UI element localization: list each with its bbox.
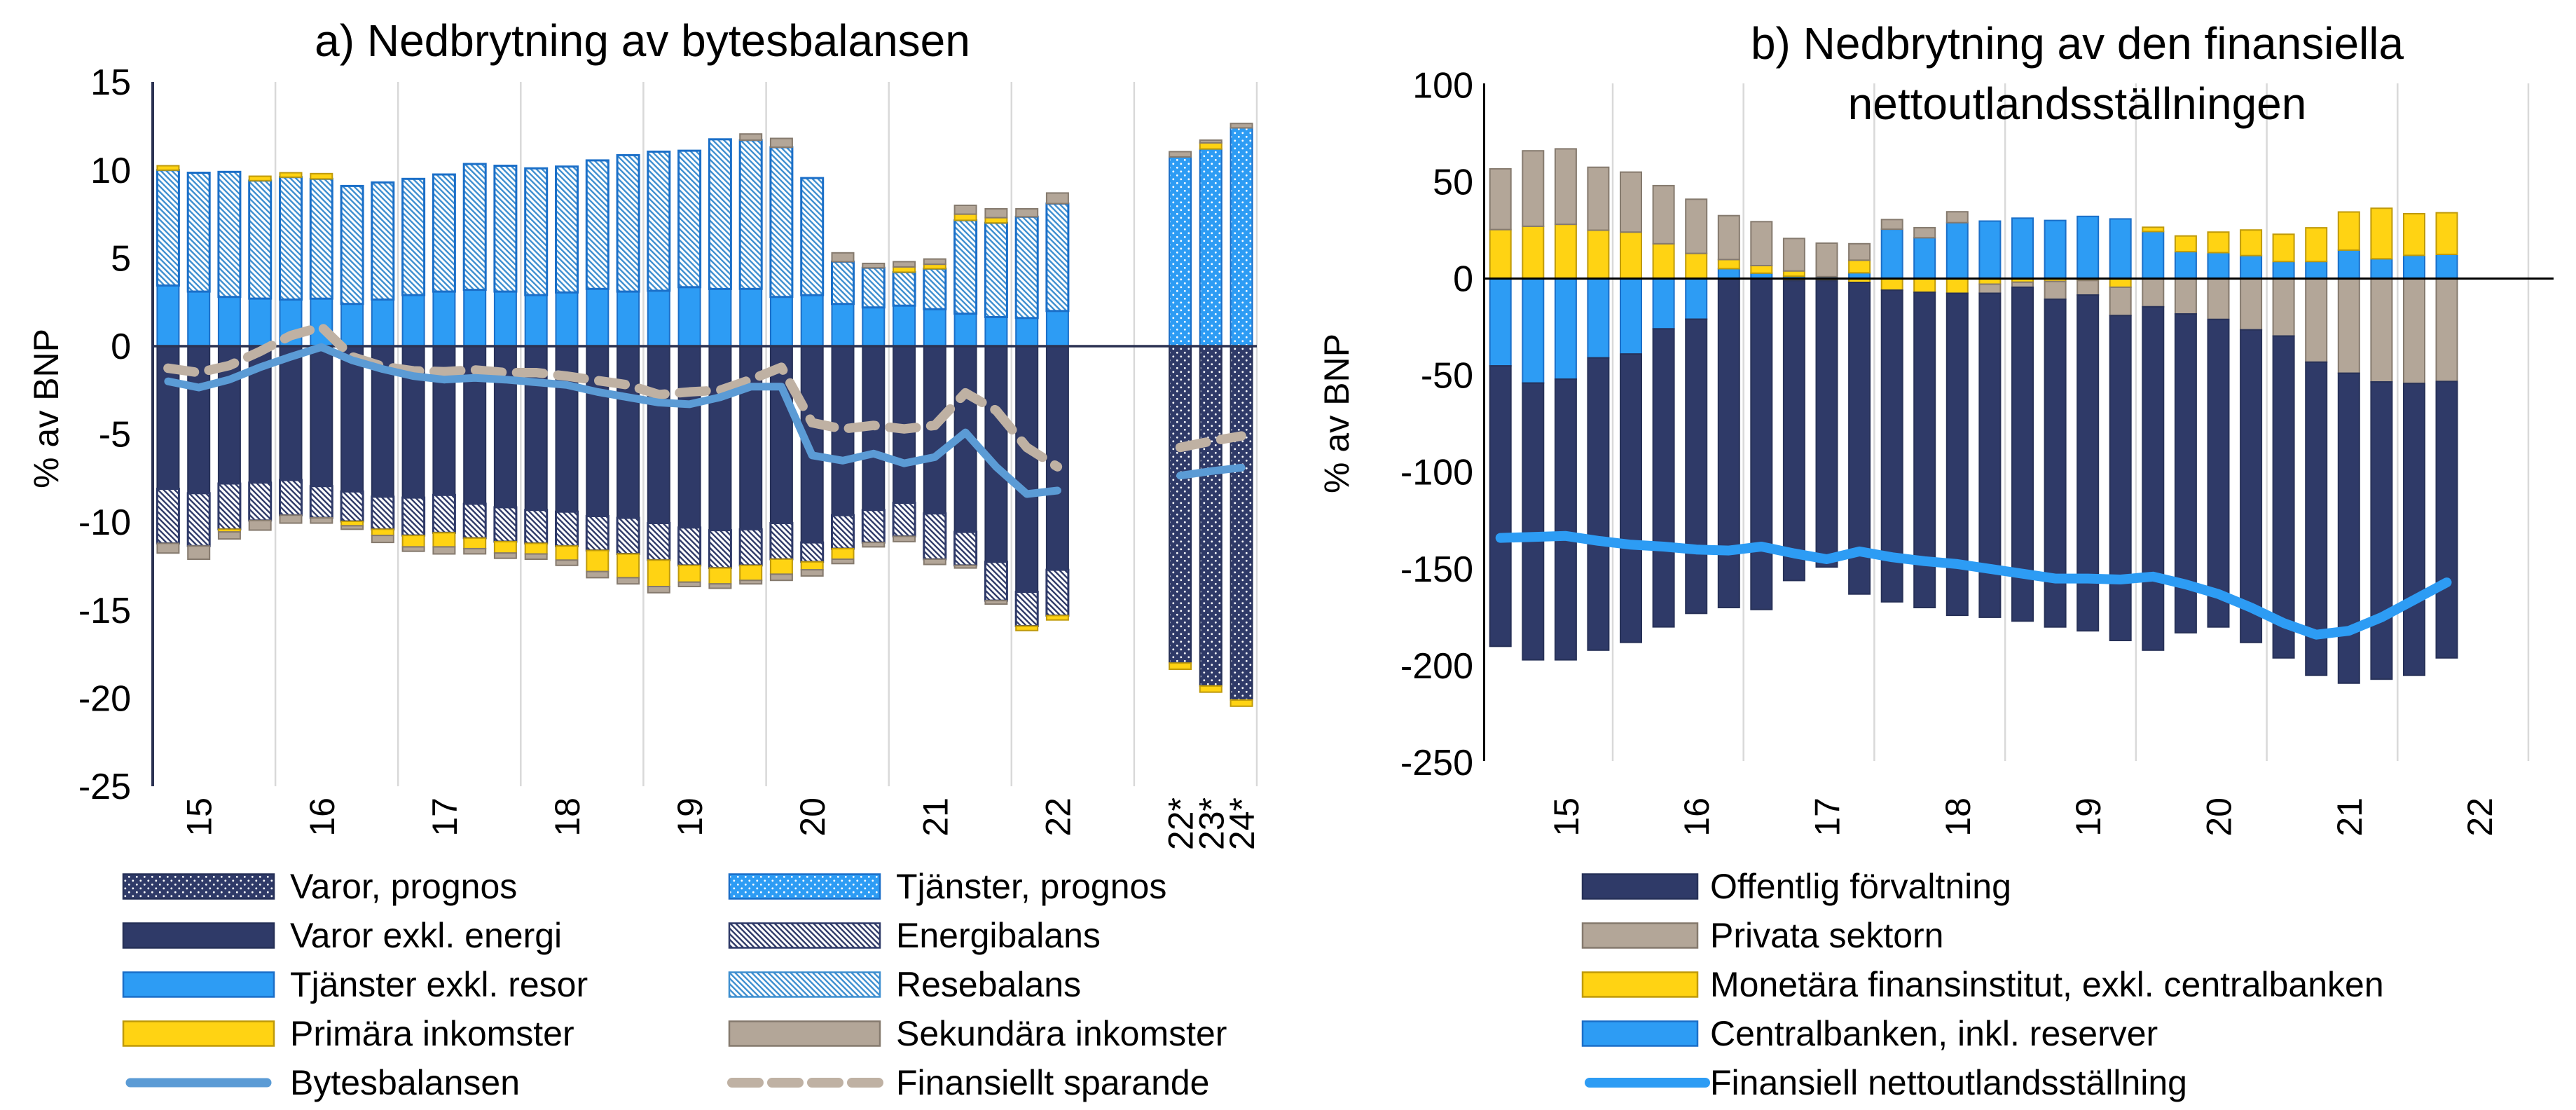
svg-text:Monetära finansinstitut, exkl.: Monetära finansinstitut, exkl. centralba… bbox=[1710, 965, 2384, 1004]
svg-text:21: 21 bbox=[2330, 797, 2369, 837]
svg-text:-250: -250 bbox=[1400, 743, 1473, 783]
svg-text:17: 17 bbox=[425, 797, 464, 837]
svg-text:24*: 24* bbox=[1222, 797, 1262, 850]
svg-text:Varor, prognos: Varor, prognos bbox=[290, 867, 517, 906]
svg-text:22: 22 bbox=[1038, 797, 1077, 837]
svg-text:Centralbanken, inkl. reserver: Centralbanken, inkl. reserver bbox=[1710, 1014, 2158, 1053]
svg-text:0: 0 bbox=[111, 327, 131, 367]
svg-text:nettoutlandsställningen: nettoutlandsställningen bbox=[1848, 78, 2307, 129]
svg-text:Offentlig förvaltning: Offentlig förvaltning bbox=[1710, 867, 2011, 906]
svg-text:18: 18 bbox=[548, 797, 587, 837]
svg-text:10: 10 bbox=[90, 151, 131, 191]
svg-text:-200: -200 bbox=[1400, 646, 1473, 687]
svg-text:Finansiell nettoutlandsställni: Finansiell nettoutlandsställning bbox=[1710, 1063, 2187, 1102]
svg-text:-20: -20 bbox=[78, 679, 131, 720]
svg-text:Primära inkomster: Primära inkomster bbox=[290, 1014, 574, 1053]
svg-text:Bytesbalansen: Bytesbalansen bbox=[290, 1063, 520, 1102]
svg-text:b) Nedbrytning av den finansie: b) Nedbrytning av den finansiella bbox=[1751, 18, 2404, 69]
svg-text:Tjänster, prognos: Tjänster, prognos bbox=[896, 867, 1166, 906]
svg-text:5: 5 bbox=[111, 238, 131, 279]
svg-text:15: 15 bbox=[1547, 797, 1586, 837]
svg-text:-10: -10 bbox=[78, 502, 131, 543]
svg-text:20: 20 bbox=[2200, 797, 2239, 837]
svg-text:Privata sektorn: Privata sektorn bbox=[1710, 916, 1943, 955]
svg-text:Finansiellt sparande: Finansiellt sparande bbox=[896, 1063, 1210, 1102]
svg-text:22*: 22* bbox=[1162, 797, 1201, 850]
svg-text:17: 17 bbox=[1808, 797, 1847, 837]
svg-text:20: 20 bbox=[793, 797, 832, 837]
svg-text:100: 100 bbox=[1412, 65, 1473, 106]
svg-text:-50: -50 bbox=[1421, 356, 1473, 397]
svg-text:-25: -25 bbox=[78, 767, 131, 807]
svg-text:Tjänster exkl. resor: Tjänster exkl. resor bbox=[290, 965, 588, 1004]
svg-text:-150: -150 bbox=[1400, 549, 1473, 590]
svg-text:23*: 23* bbox=[1192, 797, 1231, 850]
svg-text:0: 0 bbox=[1453, 259, 1473, 300]
svg-text:a) Nedbrytning av bytesbalanse: a) Nedbrytning av bytesbalansen bbox=[315, 15, 970, 66]
svg-text:15: 15 bbox=[90, 62, 131, 103]
svg-text:Resebalans: Resebalans bbox=[896, 965, 1081, 1004]
svg-text:% av BNP: % av BNP bbox=[27, 329, 66, 488]
svg-text:-100: -100 bbox=[1400, 453, 1473, 493]
svg-text:18: 18 bbox=[1938, 797, 1978, 837]
svg-text:% av BNP: % av BNP bbox=[1317, 334, 1356, 493]
svg-text:50: 50 bbox=[1433, 162, 1473, 203]
svg-text:19: 19 bbox=[670, 797, 710, 837]
svg-text:Varor exkl. energi: Varor exkl. energi bbox=[290, 916, 562, 955]
svg-text:Sekundära inkomster: Sekundära inkomster bbox=[896, 1014, 1227, 1053]
svg-text:19: 19 bbox=[2069, 797, 2108, 837]
svg-text:22: 22 bbox=[2460, 797, 2500, 837]
svg-text:16: 16 bbox=[1677, 797, 1716, 837]
svg-text:-15: -15 bbox=[78, 591, 131, 631]
svg-text:-5: -5 bbox=[99, 415, 131, 455]
svg-text:21: 21 bbox=[916, 797, 955, 837]
svg-text:Energibalans: Energibalans bbox=[896, 916, 1101, 955]
svg-text:15: 15 bbox=[180, 797, 219, 837]
svg-text:16: 16 bbox=[303, 797, 342, 837]
